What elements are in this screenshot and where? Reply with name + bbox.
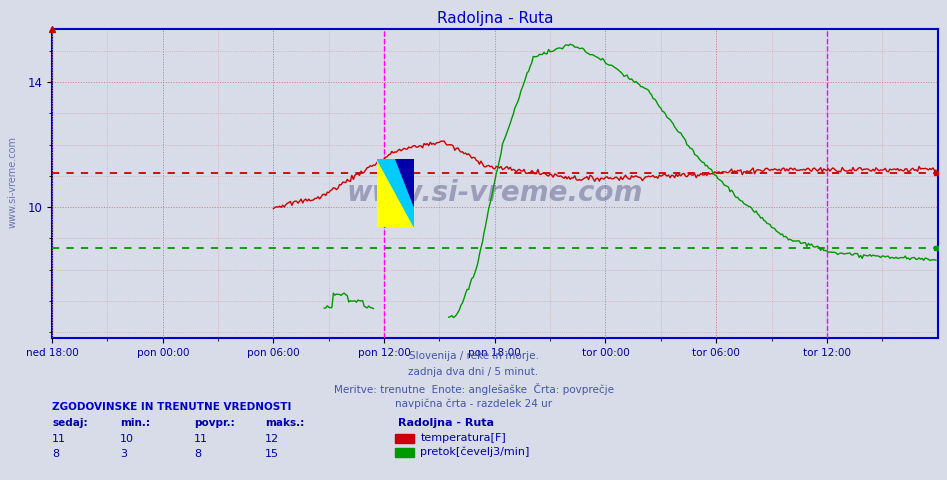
Text: 3: 3 [120,449,127,459]
Text: 11: 11 [194,433,208,444]
Text: 8: 8 [52,449,60,459]
Text: 8: 8 [194,449,202,459]
Text: 12: 12 [265,433,279,444]
Text: 11: 11 [52,433,66,444]
Text: ZGODOVINSKE IN TRENUTNE VREDNOSTI: ZGODOVINSKE IN TRENUTNE VREDNOSTI [52,402,292,412]
Text: povpr.:: povpr.: [194,418,235,428]
Text: www.si-vreme.com: www.si-vreme.com [8,136,18,228]
Text: sedaj:: sedaj: [52,418,88,428]
Text: pretok[čevelj3/min]: pretok[čevelj3/min] [420,446,529,457]
Text: www.si-vreme.com: www.si-vreme.com [347,179,643,207]
Text: navpična črta - razdelek 24 ur: navpična črta - razdelek 24 ur [395,399,552,409]
Text: Meritve: trenutne  Enote: anglešaške  Črta: povprečje: Meritve: trenutne Enote: anglešaške Črta… [333,383,614,395]
Text: 15: 15 [265,449,279,459]
Text: 10: 10 [120,433,134,444]
Text: zadnja dva dni / 5 minut.: zadnja dva dni / 5 minut. [408,367,539,377]
Text: maks.:: maks.: [265,418,304,428]
Text: Radoljna - Ruta: Radoljna - Ruta [398,418,493,428]
Title: Radoljna - Ruta: Radoljna - Ruta [437,11,553,26]
Text: min.:: min.: [120,418,151,428]
Text: Slovenija / reke in morje.: Slovenija / reke in morje. [408,351,539,361]
Text: temperatura[F]: temperatura[F] [420,432,507,443]
